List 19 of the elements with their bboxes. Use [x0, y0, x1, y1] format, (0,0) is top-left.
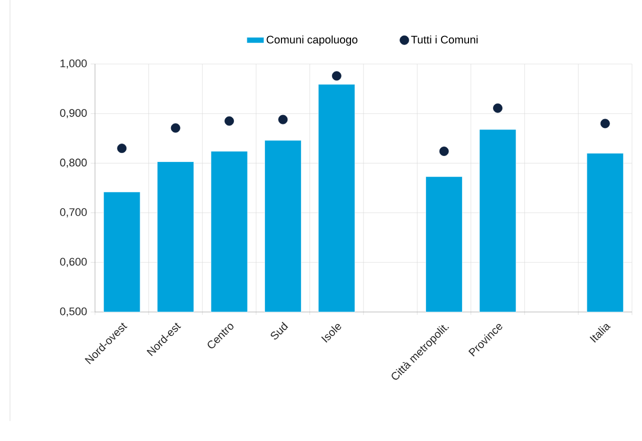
point — [439, 146, 449, 156]
y-tick-label: 0,800 — [60, 158, 87, 168]
x-tick-label: Sud — [270, 322, 288, 340]
y-tick-label: 0,600 — [60, 258, 87, 267]
point — [278, 114, 288, 124]
y-tick-label: 0,500 — [60, 307, 87, 317]
point — [493, 103, 502, 113]
legend-label: Comuni capoluogo — [266, 35, 358, 46]
point — [224, 116, 234, 126]
y-tick-label: 0,700 — [60, 208, 87, 218]
y-tick-label: 1,000 — [60, 59, 87, 69]
point — [170, 123, 180, 133]
y-tick-label: 0,900 — [60, 109, 87, 118]
point — [117, 144, 127, 154]
legend-label: Tutti i Comuni — [411, 35, 478, 44]
point — [332, 71, 342, 81]
x-tick-label: Italia — [590, 324, 611, 343]
point — [600, 118, 610, 128]
x-tick-label: Isole — [321, 324, 342, 343]
